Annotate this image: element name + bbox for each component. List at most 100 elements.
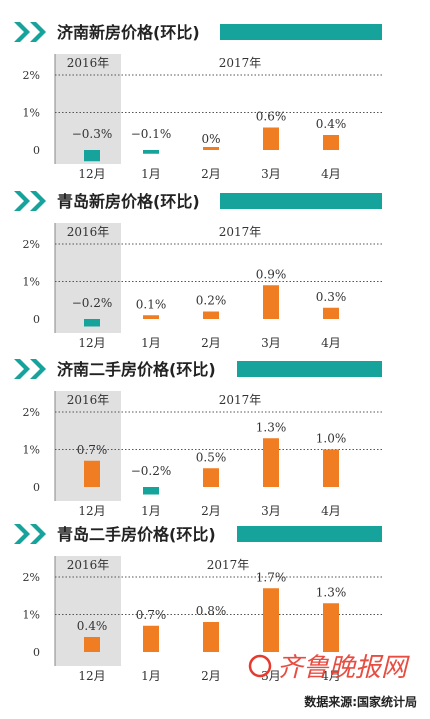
y-tick-label: 2% [23, 238, 40, 251]
x-tick-label: 2月 [201, 336, 221, 350]
bar [323, 307, 339, 319]
title-accent-bar [220, 193, 382, 209]
x-tick-label: 1月 [141, 504, 161, 518]
y-tick-label: 2% [23, 571, 40, 584]
bar [84, 460, 100, 487]
year-label-2016: 2016年 [67, 558, 110, 572]
x-tick-label: 1月 [141, 167, 161, 181]
bar [84, 637, 100, 652]
data-label: −0.1% [131, 127, 172, 141]
year-label-2017: 2017年 [207, 558, 250, 572]
watermark-logo: 齐鲁晚报网 [248, 653, 410, 683]
bar [323, 449, 339, 487]
year-2016-shade [55, 54, 121, 164]
data-label: 0.7% [136, 608, 167, 622]
data-label: 0.8% [196, 604, 227, 618]
bar [143, 150, 159, 154]
chart-panel-3: 济南二手房价格(环比) 2016年 2017年 2% 1% 0 0.7% 12月 −0.2% 1月… [14, 359, 382, 518]
x-tick-label: 4月 [321, 504, 341, 518]
x-tick-label: 4月 [321, 336, 341, 350]
bar [84, 319, 100, 327]
x-tick-label: 12月 [78, 167, 105, 181]
x-tick-label: 3月 [261, 336, 281, 350]
data-label: 0.6% [256, 110, 287, 124]
y-tick-label: 1% [23, 609, 40, 622]
chart-panel-2: 青岛新房价格(环比) 2016年 2017年 2% 1% 0 −0.2% 12月 0.1% 1月 0… [14, 191, 382, 350]
data-label: 0.7% [77, 443, 108, 457]
bar [143, 487, 159, 495]
chart-panel-4: 青岛二手房价格(环比) 2016年 2017年 2% 1% 0 0.4% 12月 0.7% 1月 0… [14, 524, 382, 683]
y-tick-label: 1% [23, 444, 40, 457]
data-label: 0.2% [196, 294, 227, 308]
year-label-2016: 2016年 [67, 393, 110, 407]
bar [263, 285, 279, 319]
year-2016-shade [55, 223, 121, 333]
double-chevron-icon [14, 22, 46, 42]
x-tick-label: 2月 [201, 669, 221, 683]
x-tick-label: 12月 [78, 336, 105, 350]
year-label-2017: 2017年 [219, 225, 262, 239]
double-chevron-icon [14, 359, 46, 379]
x-tick-label: 3月 [261, 167, 281, 181]
bar [263, 127, 279, 150]
year-label-2017: 2017年 [219, 393, 262, 407]
y-tick-label: 0 [33, 481, 40, 494]
data-label: 1.3% [256, 420, 287, 434]
data-label: 0.1% [136, 297, 167, 311]
year-label-2016: 2016年 [67, 225, 110, 239]
y-tick-label: 2% [23, 406, 40, 419]
bar [263, 438, 279, 487]
x-tick-label: 1月 [141, 336, 161, 350]
bar [263, 588, 279, 652]
data-label: 0% [201, 132, 220, 146]
data-label: 0.5% [196, 450, 227, 464]
data-label: 0.3% [316, 290, 347, 304]
data-label: 0.4% [77, 619, 108, 633]
data-label: 1.3% [316, 585, 347, 599]
double-chevron-icon [14, 191, 46, 211]
chart-title: 济南二手房价格(环比) [57, 360, 216, 379]
bar [323, 135, 339, 150]
bar [203, 622, 219, 652]
year-label-2016: 2016年 [67, 56, 110, 70]
y-tick-label: 0 [33, 646, 40, 659]
bar [323, 603, 339, 652]
y-tick-label: 2% [23, 69, 40, 82]
data-label: −0.3% [72, 127, 113, 141]
svg-text:齐鲁晚报网: 齐鲁晚报网 [277, 653, 410, 683]
data-label: −0.2% [131, 464, 172, 478]
x-tick-label: 3月 [261, 504, 281, 518]
title-accent-bar [237, 526, 382, 542]
bar [143, 315, 159, 319]
x-tick-label: 4月 [321, 167, 341, 181]
x-tick-label: 12月 [78, 669, 105, 683]
bar [203, 311, 219, 319]
data-label: 1.0% [316, 432, 347, 446]
x-tick-label: 2月 [201, 504, 221, 518]
chart-title: 青岛新房价格(环比) [57, 192, 200, 211]
title-accent-bar [220, 24, 382, 40]
bar [203, 468, 219, 487]
data-label: 1.7% [256, 570, 287, 584]
title-accent-bar [237, 361, 382, 377]
data-label: −0.2% [72, 296, 113, 310]
chart-panel-1: 济南新房价格(环比) 2016年 2017年 2% 1% 0 −0.3% 12月 −0.1% 1月… [14, 22, 382, 181]
bar [203, 147, 219, 150]
x-tick-label: 1月 [141, 669, 161, 683]
data-label: 0.4% [316, 117, 347, 131]
x-tick-label: 12月 [78, 504, 105, 518]
source-note: 数据来源:国家统计局 [304, 694, 417, 709]
chart-title: 济南新房价格(环比) [57, 23, 200, 42]
y-tick-label: 1% [23, 276, 40, 289]
data-label: 0.9% [256, 267, 287, 281]
y-tick-label: 0 [33, 144, 40, 157]
y-tick-label: 1% [23, 107, 40, 120]
bar [143, 625, 159, 652]
bar [84, 150, 100, 162]
chart-title: 青岛二手房价格(环比) [57, 525, 216, 544]
y-tick-label: 0 [33, 313, 40, 326]
double-chevron-icon [14, 524, 46, 544]
year-label-2017: 2017年 [219, 56, 262, 70]
x-tick-label: 4月 [321, 669, 341, 683]
